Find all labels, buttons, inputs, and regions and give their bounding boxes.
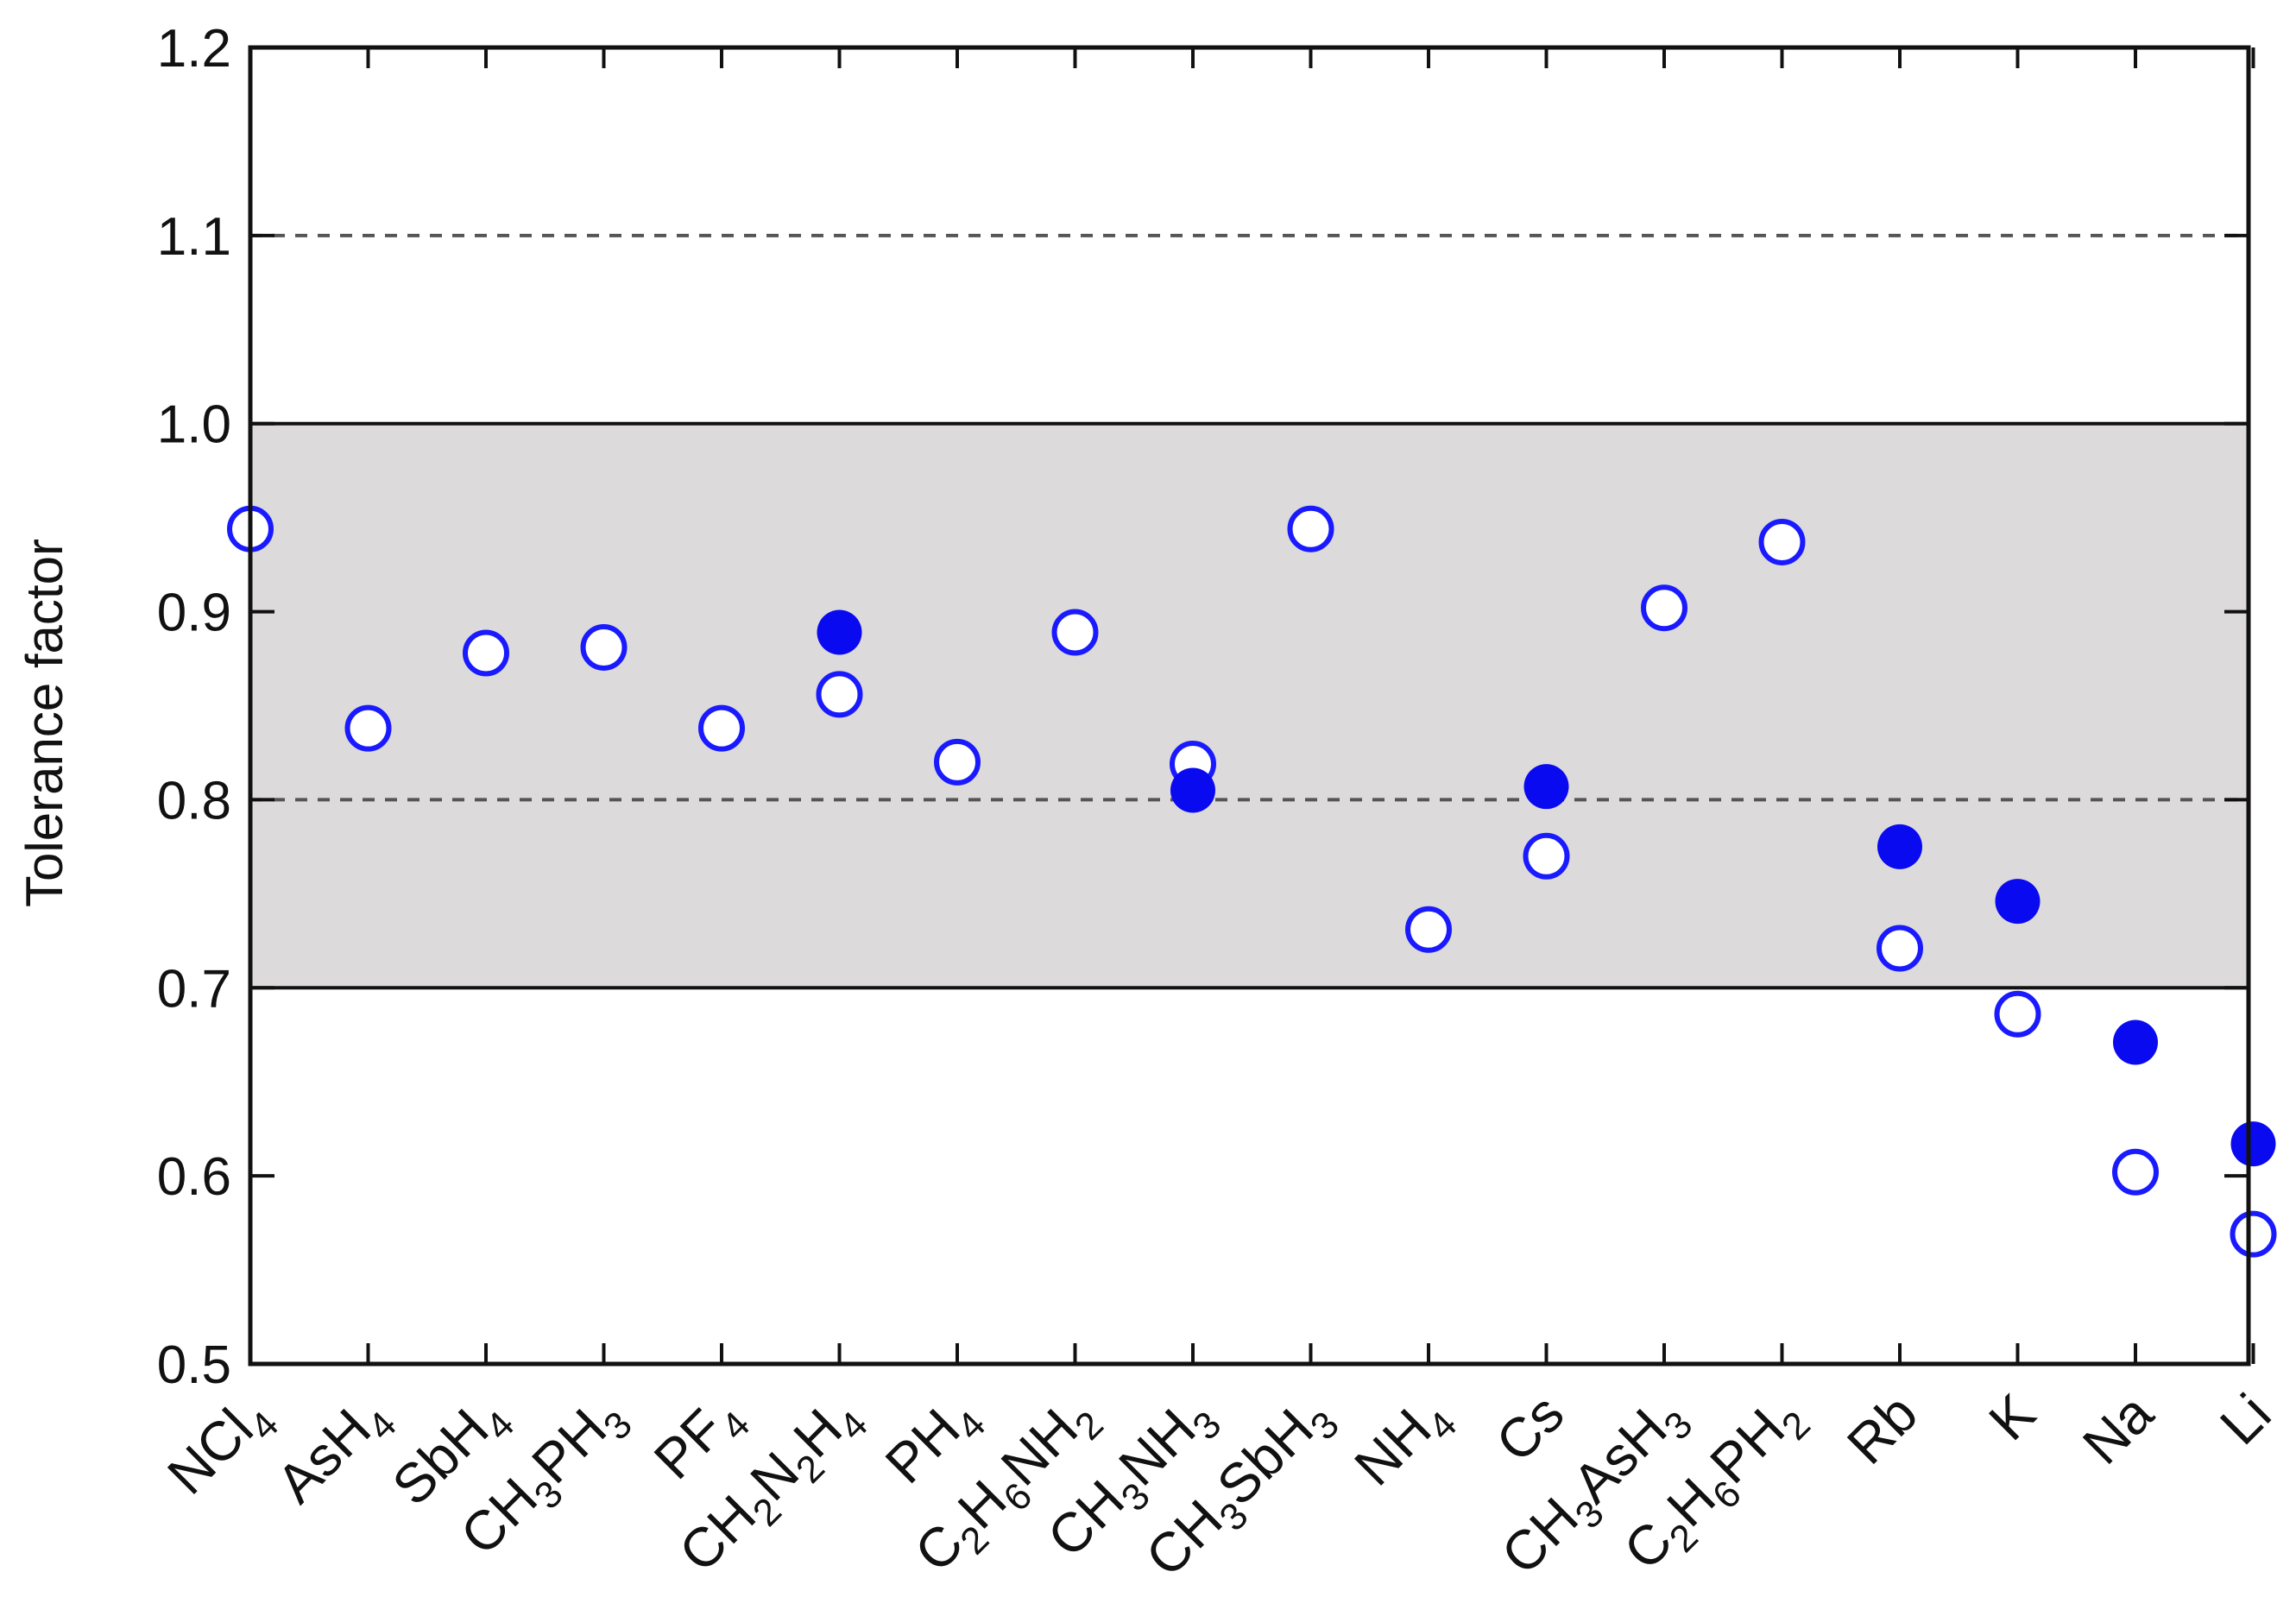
filled-point [1995,879,2041,925]
filled-point [2230,1121,2276,1167]
open-point [2112,1148,2159,1196]
filled-point [1877,824,1922,869]
x-tick-label: AsH4 [265,1382,405,1522]
x-tick-label: PF4 [642,1382,759,1499]
y-tick-label: 1.1 [157,207,231,267]
x-tick-label: C2H6PH2 [1612,1382,1819,1589]
open-point [1405,906,1452,953]
filled-point [1170,767,1215,813]
y-tick-label: 0.7 [157,959,231,1019]
x-tick-label: NH4 [1342,1382,1465,1505]
filled-point [2113,1019,2158,1065]
y-tick-label: 0.5 [157,1335,231,1395]
open-point [1994,990,2041,1038]
open-point [580,623,628,671]
x-tick-label: CH3AsH3 [1490,1382,1701,1594]
open-point [1523,832,1570,880]
x-tick-label: K [1977,1382,2047,1452]
open-point [1758,518,1806,565]
x-tick-label: Li [2208,1382,2282,1456]
open-point [698,704,745,752]
open-point [1287,505,1334,552]
plot-band-0.7-1.0 [250,423,2249,988]
filled-point [817,609,862,655]
y-tick-label: 0.8 [157,771,231,830]
open-point [1051,609,1099,656]
x-tick-label: NCl4 [155,1382,287,1513]
open-point [816,671,863,718]
x-tick-label: CH3PH3 [449,1382,640,1574]
x-tick-label: Rb [1835,1382,1929,1476]
y-tick-label: 1.0 [157,395,231,455]
open-point [1641,584,1687,632]
y-tick-label: 1.2 [157,19,231,79]
open-point [1877,925,1923,972]
y-tick-label: 0.9 [157,584,231,643]
x-tick-label: Cs [1484,1382,1575,1474]
y-axis-label: Tolerance factor [16,539,73,907]
x-tick-label: Na [2071,1382,2165,1476]
open-point [2230,1210,2277,1258]
y-tick-label: 0.6 [157,1147,231,1207]
open-point [344,704,392,752]
filled-point [1523,764,1569,810]
open-point [934,738,981,786]
plot-frame [248,45,2251,1367]
open-point [463,629,509,677]
